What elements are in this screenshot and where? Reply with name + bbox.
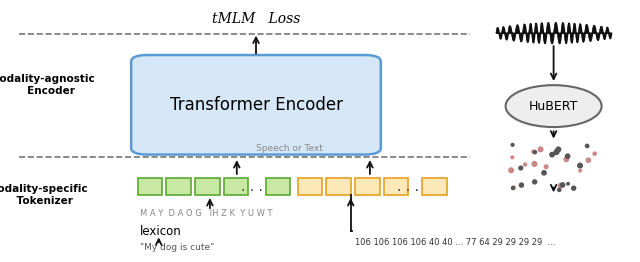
Bar [138,178,162,195]
Point [568,186,579,190]
Point [551,150,561,154]
Point [556,184,566,188]
Point [557,183,568,187]
Point [539,171,549,175]
Point [529,162,540,166]
Point [508,186,518,190]
Bar [166,178,191,195]
Point [589,151,600,156]
Point [507,155,517,160]
FancyBboxPatch shape [131,55,381,155]
Point [575,168,586,173]
Point [582,144,592,148]
Bar [384,178,408,195]
Point [529,180,540,184]
Point [553,147,563,151]
Bar [422,178,447,195]
Bar [298,178,322,195]
Bar [355,178,380,195]
Point [561,157,572,161]
Bar [266,178,290,195]
Text: tMLM   Loss: tMLM Loss [212,12,300,26]
Point [529,150,539,154]
Point [508,143,518,147]
Text: Transformer Encoder: Transformer Encoder [170,96,342,114]
Point [563,154,573,158]
Point [506,168,516,172]
Text: M A Y  D A O G   IH Z K  Y U W T: M A Y D A O G IH Z K Y U W T [140,209,272,218]
Point [516,183,527,187]
Text: "My dog is cute": "My dog is cute" [140,243,214,252]
Point [516,166,526,170]
Text: Modality-agnostic
     Encoder: Modality-agnostic Encoder [0,74,95,96]
Text: Modality-specific
    Tokenizer: Modality-specific Tokenizer [0,184,88,206]
Point [530,150,540,154]
Text: . . .: . . . [241,179,262,194]
Text: 106 106 106 106 40 40 ... 77 64 29 29 29 29  ...: 106 106 106 106 40 40 ... 77 64 29 29 29… [355,238,556,247]
Bar [224,178,248,195]
Bar [195,178,220,195]
Point [536,147,546,151]
Point [541,165,551,169]
Text: HuBERT: HuBERT [529,100,579,113]
Text: Speech or Text: Speech or Text [256,144,323,152]
Point [509,185,519,189]
Point [520,162,531,167]
Point [563,182,573,186]
Point [575,163,585,168]
Point [547,152,557,157]
Text: . . .: . . . [397,179,419,194]
Point [583,158,593,162]
Point [554,188,564,192]
Text: lexicon: lexicon [140,225,181,238]
Ellipse shape [506,85,602,127]
Bar [326,178,351,195]
